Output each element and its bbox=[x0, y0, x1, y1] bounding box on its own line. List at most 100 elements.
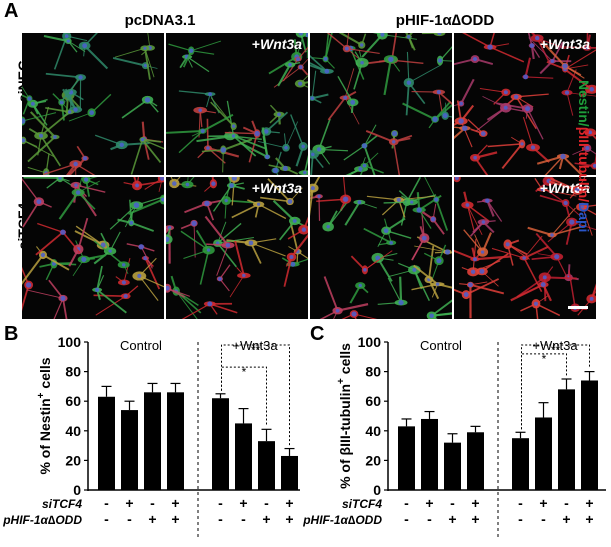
significance-bracket bbox=[221, 344, 290, 446]
bar bbox=[398, 426, 415, 490]
sitcf4-sign: + bbox=[539, 495, 547, 511]
sitcf4-sign: + bbox=[239, 495, 247, 511]
group-label-control: Control bbox=[420, 338, 462, 353]
phif-sign: - bbox=[241, 511, 246, 527]
significance-label: * bbox=[242, 365, 247, 379]
significance-label: ** bbox=[551, 343, 561, 357]
sitcf4-sign: - bbox=[104, 495, 109, 511]
bar bbox=[258, 441, 275, 490]
bar bbox=[121, 410, 138, 490]
nestin-bar-chart: 0 20 40 60 80 100 % of Nestin+ cells Control +Wn… bbox=[2, 334, 300, 540]
micrograph: +Wnt3a bbox=[454, 33, 596, 175]
phif-sign: + bbox=[285, 511, 293, 527]
bar bbox=[98, 396, 115, 490]
scale-bar bbox=[568, 306, 588, 309]
column-header-pcdna: pcDNA3.1 bbox=[124, 12, 196, 29]
sitcf4-sign: + bbox=[585, 495, 593, 511]
bar bbox=[167, 392, 184, 490]
phif-sign: + bbox=[562, 511, 570, 527]
wnt3a-label: +Wnt3a bbox=[251, 36, 302, 52]
phif-sign: + bbox=[471, 511, 479, 527]
row-label-phif: pHIF-1α∆ODD bbox=[302, 513, 382, 527]
group-label-wnt3a: +Wnt3a bbox=[532, 338, 578, 353]
tubulin-bar-chart: 0 20 40 60 80 100 % of βIII-tubulin+ cells Cont… bbox=[302, 334, 606, 540]
bar bbox=[467, 432, 484, 490]
wnt3a-label: +Wnt3a bbox=[539, 180, 590, 196]
micrograph bbox=[310, 33, 452, 175]
phif-sign: - bbox=[427, 511, 432, 527]
wnt3a-label: +Wnt3a bbox=[539, 36, 590, 52]
micrograph: +Wnt3a bbox=[166, 33, 308, 175]
row-label-phif: pHIF-1α∆ODD bbox=[2, 513, 82, 527]
sitcf4-sign: + bbox=[285, 495, 293, 511]
micrograph: +Wnt3a bbox=[166, 177, 308, 319]
y-tick-label: 40 bbox=[65, 423, 81, 439]
y-tick-label: 0 bbox=[73, 482, 81, 498]
bar bbox=[144, 392, 161, 490]
y-axis-label: % of Nestin+ cells bbox=[36, 357, 53, 474]
panel-b-letter: B bbox=[4, 323, 19, 345]
wnt3a-label: +Wnt3a bbox=[251, 180, 302, 196]
y-tick-label: 100 bbox=[58, 334, 82, 350]
bar bbox=[212, 398, 229, 490]
micrograph bbox=[22, 177, 164, 319]
micrograph: +Wnt3a bbox=[454, 177, 596, 319]
y-tick-label: 20 bbox=[65, 452, 81, 468]
bar bbox=[535, 417, 552, 490]
phif-sign: - bbox=[541, 511, 546, 527]
sitcf4-sign: + bbox=[171, 495, 179, 511]
bar bbox=[558, 389, 575, 490]
sitcf4-sign: - bbox=[450, 495, 455, 511]
y-tick-label: 80 bbox=[65, 364, 81, 380]
y-tick-label: 20 bbox=[365, 452, 381, 468]
sitcf4-sign: - bbox=[264, 495, 269, 511]
row-label-sitcf4: siTCF4 bbox=[342, 497, 382, 511]
bar bbox=[444, 442, 461, 490]
sitcf4-sign: + bbox=[471, 495, 479, 511]
micrograph bbox=[22, 33, 164, 175]
row-label-sitcf4: siTCF4 bbox=[42, 497, 82, 511]
bar bbox=[235, 423, 252, 490]
phif-sign: - bbox=[127, 511, 132, 527]
y-tick-label: 100 bbox=[358, 334, 382, 350]
stain-label-part: βIII-tubulin bbox=[576, 126, 592, 199]
y-tick-label: 80 bbox=[365, 364, 381, 380]
significance-label: ** bbox=[251, 343, 261, 357]
y-tick-label: 60 bbox=[365, 393, 381, 409]
stain-legend: Nestin/βIII-tubulin/Dapi bbox=[576, 80, 611, 232]
bar bbox=[512, 438, 529, 490]
phif-sign: + bbox=[171, 511, 179, 527]
sitcf4-sign: + bbox=[125, 495, 133, 511]
bar bbox=[421, 418, 438, 490]
bar bbox=[281, 455, 298, 490]
phif-sign: - bbox=[404, 511, 409, 527]
y-axis-label: % of βIII-tubulin+ cells bbox=[336, 343, 353, 489]
sitcf4-sign: - bbox=[150, 495, 155, 511]
stain-label-part: Nestin bbox=[576, 80, 592, 123]
y-tick-label: 40 bbox=[365, 423, 381, 439]
sitcf4-sign: - bbox=[564, 495, 569, 511]
panel-a-letter: A bbox=[4, 0, 19, 22]
micrograph bbox=[310, 177, 452, 319]
group-label-control: Control bbox=[120, 338, 162, 353]
column-header-phif: pHIF-1α∆ODD bbox=[395, 12, 495, 29]
stain-label-part: Dapi bbox=[576, 202, 592, 233]
sitcf4-sign: - bbox=[404, 495, 409, 511]
phif-sign: + bbox=[262, 511, 270, 527]
sitcf4-sign: + bbox=[425, 495, 433, 511]
phif-sign: - bbox=[104, 511, 109, 527]
sitcf4-sign: - bbox=[518, 495, 523, 511]
y-tick-label: 60 bbox=[65, 393, 81, 409]
y-tick-label: 0 bbox=[373, 482, 381, 498]
phif-sign: - bbox=[218, 511, 223, 527]
group-label-wnt3a: +Wnt3a bbox=[232, 338, 278, 353]
panel-c-letter: C bbox=[310, 323, 325, 345]
sitcf4-sign: - bbox=[218, 495, 223, 511]
significance-bracket bbox=[521, 344, 590, 430]
phif-sign: + bbox=[448, 511, 456, 527]
phif-sign: + bbox=[585, 511, 593, 527]
phif-sign: + bbox=[148, 511, 156, 527]
significance-label: * bbox=[542, 352, 547, 366]
phif-sign: - bbox=[518, 511, 523, 527]
bar bbox=[581, 380, 598, 490]
